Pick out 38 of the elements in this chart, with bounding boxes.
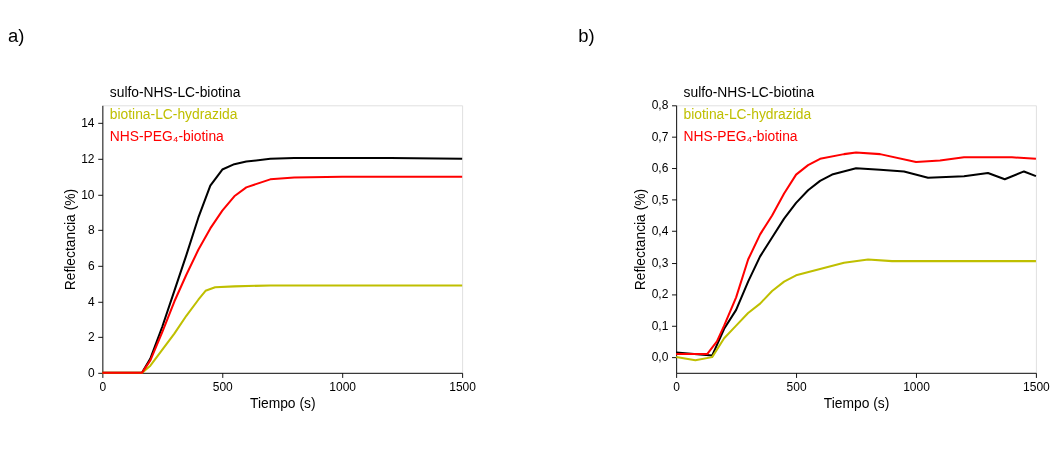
text: NHS-PEG₄-biotina [109,128,225,145]
y-tick-label: 6 [87,259,95,273]
text: biotina-LC-hydrazida [109,106,238,123]
line-series [675,258,1037,362]
y-axis-title: Reflectancia (%) [632,188,649,291]
y-tick-label: 10 [81,187,95,202]
x-axis-title: Tiempo (s) [249,395,316,412]
x-tick-label: 1000 [903,379,931,394]
y-tick-label: 0,7 [651,129,669,144]
y-tick-label: 12 [81,152,95,166]
y-tick-label: 0,6 [651,161,669,176]
y-tick-label: 0,4 [651,224,669,239]
series-label: NHS-PEG₄-biotina [683,128,798,145]
y-tick-label: 0,3 [651,255,669,270]
x-tick-label: 1500 [1023,379,1051,394]
y-tick-label: 8 [87,223,95,238]
y-tick-label: 2 [87,330,95,345]
text: biotina-LC-hydrazida [683,106,812,123]
y-tick-label: 14 [81,116,95,131]
x-tick-label: 0 [99,379,107,394]
chart-title: a) [7,24,25,46]
y-tick-label: 0,0 [651,350,669,365]
x-axis-title: Tiempo (s) [823,395,890,412]
x-tick-label: 500 [212,379,234,394]
y-tick-label: 0,8 [651,98,669,113]
x-tick-label: 0 [673,379,681,394]
y-tick-label: 4 [87,294,95,309]
y-axis-title: Reflectancia (%) [61,188,78,291]
x-tick-label: 500 [786,379,807,394]
x-tick-label: 1500 [449,379,477,394]
x-tick-label: 1000 [329,379,357,394]
y-tick-label: 0,2 [651,287,669,302]
y-tick-label: 0 [87,366,95,381]
text: sulfo-NHS-LC-biotina [683,84,815,101]
text: sulfo-NHS-LC-biotina [109,84,241,101]
chart-title: b) [578,24,595,46]
y-tick-label: 0,5 [651,192,669,207]
y-tick-label: 0,1 [651,318,669,333]
